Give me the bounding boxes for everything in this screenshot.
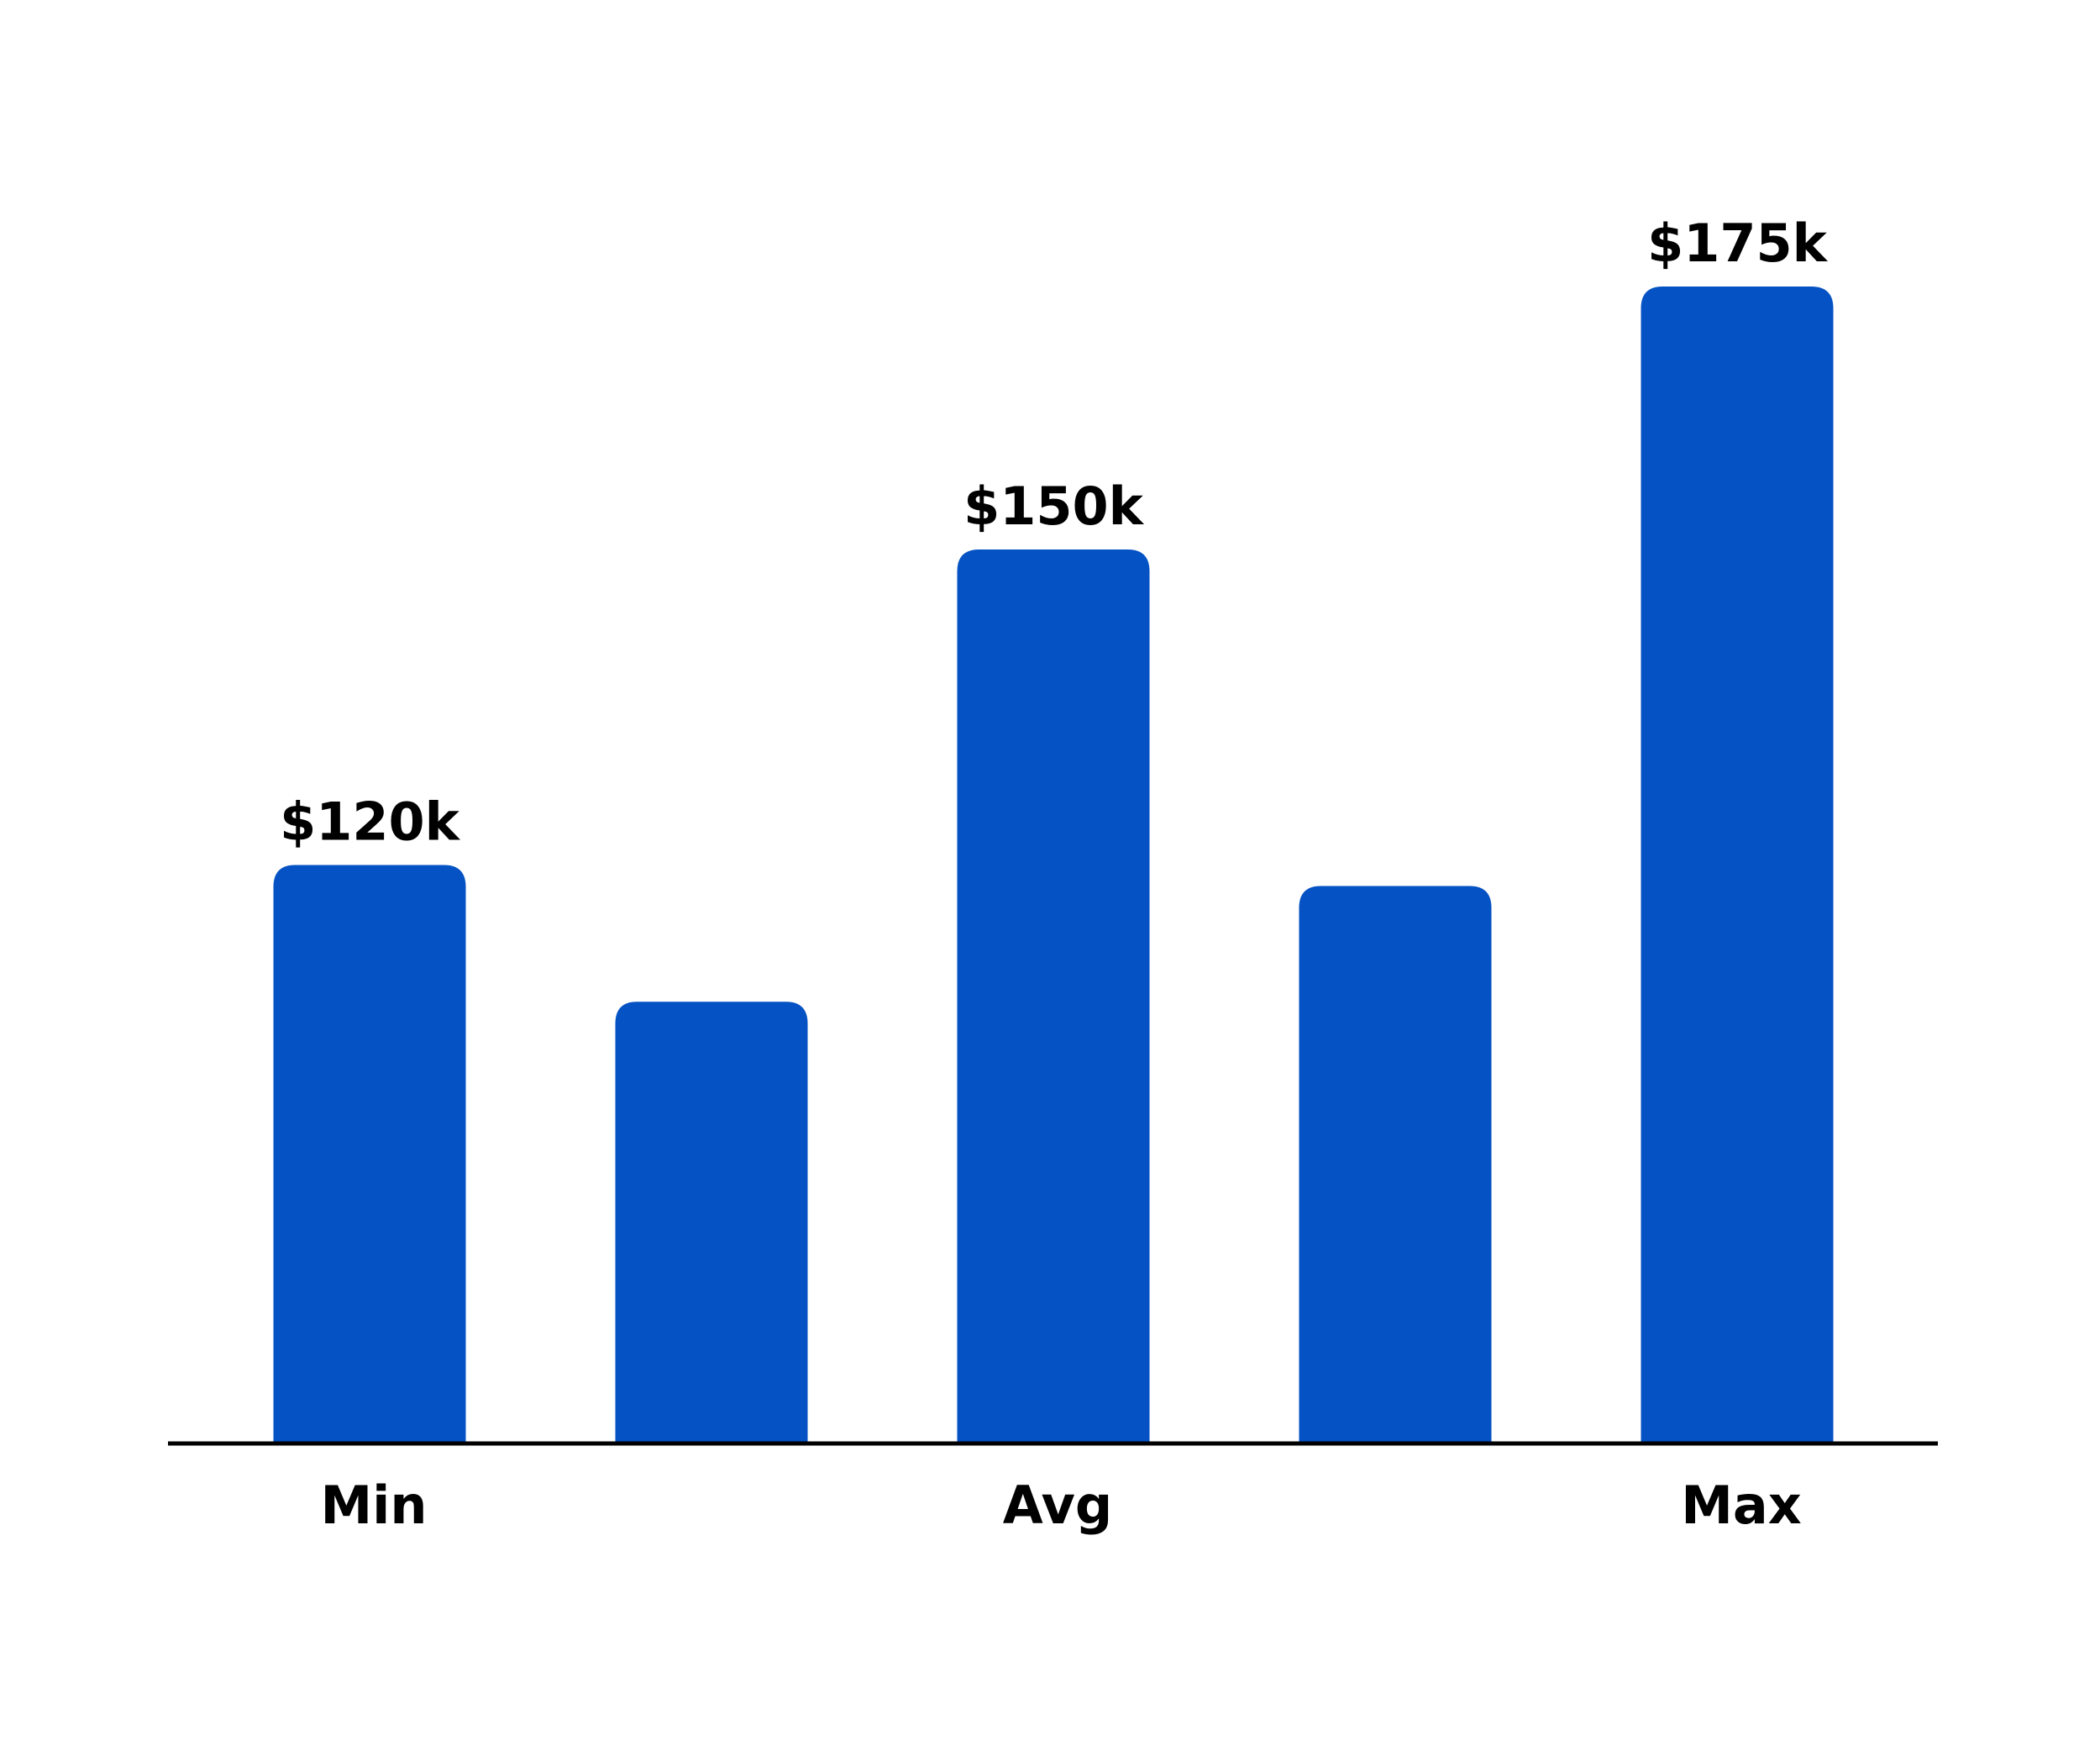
bar xyxy=(615,1002,808,1443)
bar xyxy=(1299,886,1492,1443)
value-label: $150k xyxy=(963,476,1145,537)
value-label: $175k xyxy=(1647,213,1829,274)
bar xyxy=(957,549,1150,1443)
value-label: $120k xyxy=(280,791,461,853)
x-tick-label: Avg xyxy=(1003,1475,1113,1536)
bar xyxy=(1641,287,1834,1443)
bar xyxy=(273,865,466,1443)
x-tick-label: Max xyxy=(1681,1475,1802,1536)
x-tick-label: Min xyxy=(320,1475,427,1536)
